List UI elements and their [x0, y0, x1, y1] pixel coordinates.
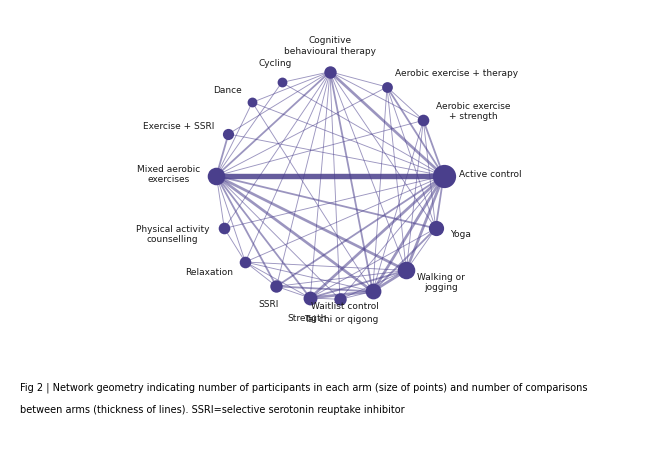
Point	[368, 288, 378, 295]
Point	[247, 99, 257, 106]
Text: Cycling: Cycling	[259, 59, 292, 68]
Point	[271, 283, 282, 290]
Text: Exercise + SSRI: Exercise + SSRI	[143, 122, 214, 131]
Point	[418, 117, 428, 124]
Point	[335, 296, 345, 303]
Text: SSRI: SSRI	[259, 300, 279, 309]
Text: Walking or
jogging: Walking or jogging	[417, 273, 465, 292]
Text: Aerobic exercise
+ strength: Aerobic exercise + strength	[436, 101, 511, 121]
Point	[401, 267, 412, 274]
Text: Yoga: Yoga	[451, 230, 471, 239]
Text: Strength: Strength	[288, 313, 327, 323]
Text: Relaxation: Relaxation	[185, 268, 234, 277]
Text: Aerobic exercise + therapy: Aerobic exercise + therapy	[395, 69, 518, 78]
Point	[211, 172, 222, 179]
Text: Active control: Active control	[459, 170, 522, 179]
Text: between arms (thickness of lines). SSRI=selective serotonin reuptake inhibitor: between arms (thickness of lines). SSRI=…	[20, 405, 405, 414]
Point	[219, 225, 230, 232]
Point	[381, 83, 392, 91]
Text: Cognitive
behavioural therapy: Cognitive behavioural therapy	[284, 36, 376, 56]
Point	[430, 225, 441, 232]
Text: Tai chi or qigong: Tai chi or qigong	[304, 315, 379, 324]
Point	[240, 258, 251, 265]
Text: Physical activity
counselling: Physical activity counselling	[136, 225, 209, 244]
Point	[223, 130, 234, 138]
Text: Mixed aerobic
exercises: Mixed aerobic exercises	[137, 165, 201, 184]
Text: Fig 2 | Network geometry indicating number of participants in each arm (size of : Fig 2 | Network geometry indicating numb…	[20, 383, 587, 393]
Point	[438, 172, 449, 179]
Point	[277, 79, 287, 86]
Point	[305, 294, 315, 302]
Text: Dance: Dance	[213, 86, 242, 95]
Point	[325, 68, 335, 75]
Text: Waitlist control: Waitlist control	[311, 302, 379, 311]
